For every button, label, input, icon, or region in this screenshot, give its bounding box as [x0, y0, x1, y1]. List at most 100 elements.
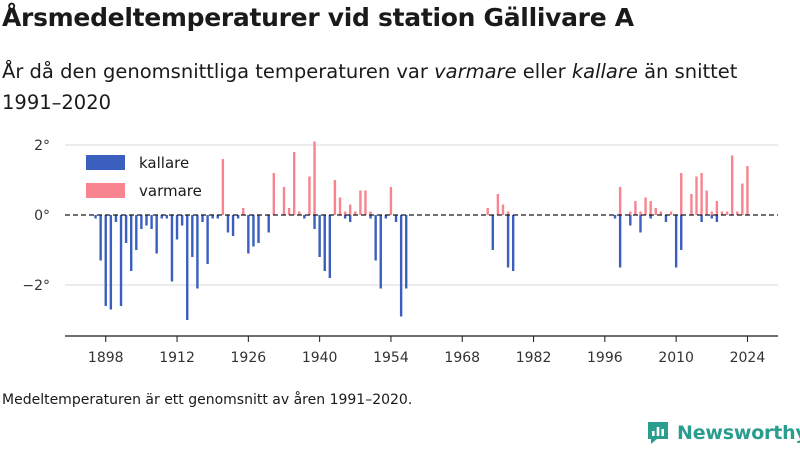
bar-varmare-2006: [654, 208, 657, 215]
bar-kallare-1978: [511, 215, 515, 271]
x-tick-label: 2024: [730, 350, 766, 366]
bar-kallare-1903: [130, 215, 133, 271]
bar-kallare-1941: [323, 215, 326, 271]
bar-kallare-1951: [374, 215, 377, 261]
bar-varmare-2001: [629, 211, 632, 215]
bar-kallare-1945: [343, 215, 347, 219]
bar-varmare-1934: [287, 208, 291, 215]
y-tick-label: 0°: [34, 208, 50, 224]
bar-kallare-1912: [175, 215, 179, 240]
bar-kallare-1924: [236, 215, 240, 219]
x-tick-label: 1982: [516, 350, 552, 366]
bar-kallare-1920: [216, 215, 219, 219]
x-tick-label: 1996: [587, 350, 623, 366]
bar-kallare-1953: [384, 215, 388, 219]
bar-varmare-2005: [649, 201, 652, 215]
bar-kallare-1977: [506, 215, 510, 268]
bar-varmare-2021: [730, 155, 734, 215]
bar-varmare-2007: [659, 211, 663, 215]
x-tick-label: 1926: [231, 350, 267, 366]
bar-kallare-1974: [491, 215, 494, 250]
bar-varmare-2002: [634, 201, 637, 215]
bar-varmare-2018: [715, 201, 719, 215]
x-tick-label: 1954: [373, 350, 409, 366]
x-tick-label: 2010: [658, 350, 694, 366]
axis-layer: 2° 0° −2° 1898 1912 1926 1940 1954 1968 1982 1996 2…: [22, 138, 778, 366]
bar-varmare-2014: [695, 176, 698, 215]
bar-kallare-1957: [405, 215, 408, 289]
bar-kallare-1898: [104, 215, 107, 306]
bar-varmare-1950: [369, 211, 372, 215]
bar-kallare-1955: [394, 215, 398, 222]
subtitle-text-1: År då den genomsnittliga temperaturen va…: [2, 60, 435, 83]
bar-varmare-1947: [354, 211, 357, 215]
x-tick-label: 1968: [444, 350, 480, 366]
bar-varmare-2023: [741, 183, 744, 215]
subtitle-text-2: eller: [516, 60, 572, 83]
grid-layer: [65, 144, 778, 286]
newsworthy-logo-icon: [648, 422, 668, 444]
subtitle-text-3: än snittet 1991–2020: [2, 60, 738, 114]
bar-varmare-2015: [700, 173, 703, 215]
bar-kallare-1942: [328, 215, 332, 278]
bar-varmare-1977: [506, 211, 510, 215]
bar-kallare-1999: [618, 215, 622, 268]
legend-swatch-kallare: [86, 155, 125, 170]
bar-kallare-1922: [226, 215, 230, 233]
bar-kallare-1900: [114, 215, 118, 222]
bar-kallare-2011: [680, 215, 683, 250]
bar-kallare-1908: [155, 215, 158, 254]
x-tick-label: 1912: [159, 350, 195, 366]
bar-varmare-1943: [333, 180, 337, 215]
bar-kallare-1956: [399, 215, 403, 317]
bar-kallare-1926: [247, 215, 250, 254]
legend-label-kallare: kallare: [139, 154, 189, 172]
bar-kallare-1937: [303, 215, 306, 219]
subtitle-warm-word: varmare: [434, 60, 517, 83]
bar-kallare-1906: [145, 215, 148, 226]
bar-kallare-1916: [196, 215, 199, 289]
bar-varmare-1935: [292, 152, 296, 215]
bar-kallare-2001: [629, 215, 632, 226]
bar-kallare-1923: [231, 215, 235, 236]
bar-varmare-1945: [343, 211, 347, 215]
x-tick-label: 1898: [88, 350, 124, 366]
bar-kallare-2005: [649, 215, 652, 219]
bar-chart: 2° 0° −2° 1898 1912 1926 1940 1954 1968 1982 1996 2…: [22, 138, 778, 366]
bar-kallare-1946: [349, 215, 352, 222]
bar-varmare-1973: [486, 208, 489, 215]
bar-kallare-1915: [191, 215, 194, 257]
bar-kallare-2015: [700, 215, 703, 222]
bar-kallare-2017: [710, 215, 713, 219]
bar-kallare-1940: [318, 215, 321, 257]
bar-varmare-2003: [639, 211, 642, 215]
bar-varmare-2009: [669, 211, 673, 215]
bar-kallare-1952: [379, 215, 382, 289]
y-tick-label: −2°: [22, 278, 50, 294]
bar-varmare-2017: [710, 211, 713, 215]
bar-kallare-2018: [715, 215, 719, 222]
bar-varmare-1954: [389, 187, 393, 215]
bar-varmare-1938: [308, 176, 311, 215]
bar-kallare-1905: [140, 215, 143, 229]
chart-subtitle: År då den genomsnittliga temperaturen va…: [2, 56, 792, 118]
bar-kallare-1909: [160, 215, 163, 219]
bar-kallare-1911: [170, 215, 174, 282]
x-tick-label: 1940: [302, 350, 338, 366]
bar-varmare-1946: [349, 204, 352, 215]
footnote: Medeltemperaturen är ett genomsnitt av å…: [2, 392, 413, 408]
bar-kallare-1896: [94, 215, 97, 219]
bar-varmare-1999: [618, 187, 622, 215]
bar-kallare-1918: [206, 215, 209, 264]
bar-varmare-2022: [736, 211, 739, 215]
bar-varmare-1936: [298, 211, 301, 215]
bar-kallare-1928: [257, 215, 260, 243]
bar-kallare-1950: [369, 215, 372, 219]
bar-varmare-1931: [272, 173, 276, 215]
legend-swatch-varmare: [86, 183, 125, 198]
bar-kallare-2010: [674, 215, 678, 268]
bar-varmare-2011: [680, 173, 683, 215]
bar-kallare-1939: [313, 215, 316, 229]
bar-kallare-1899: [109, 215, 113, 310]
bar-kallare-1902: [124, 215, 128, 243]
